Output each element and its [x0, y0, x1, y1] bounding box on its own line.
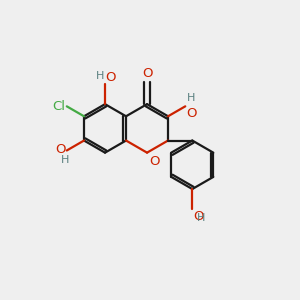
Text: O: O: [193, 210, 203, 223]
Text: O: O: [186, 107, 197, 120]
Text: H: H: [95, 71, 104, 82]
Text: H: H: [186, 93, 195, 103]
Text: O: O: [106, 71, 116, 84]
Text: Cl: Cl: [52, 100, 65, 113]
Text: H: H: [196, 213, 205, 223]
Text: O: O: [142, 68, 153, 80]
Text: O: O: [149, 154, 159, 167]
Text: H: H: [61, 154, 69, 165]
Text: O: O: [55, 143, 66, 156]
